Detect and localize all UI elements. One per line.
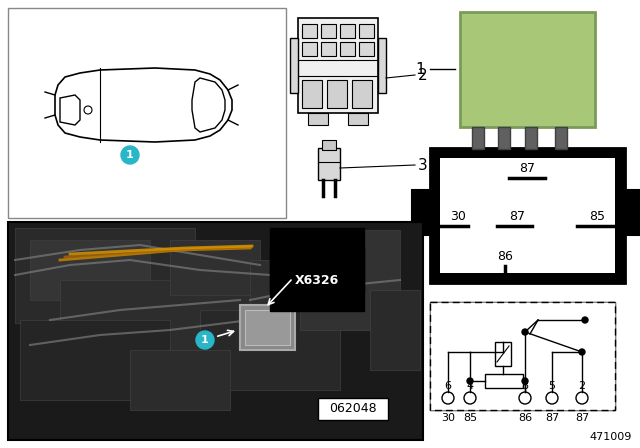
Bar [300, 230, 400, 330]
Bar [359, 24, 374, 38]
Text: 5: 5 [548, 381, 556, 391]
Text: 87: 87 [509, 210, 525, 223]
Bar [250, 260, 370, 330]
Text: 471009: 471009 [589, 432, 632, 442]
Text: 86: 86 [518, 413, 532, 423]
Bar [555, 127, 567, 149]
Bar [348, 113, 368, 125]
Circle shape [121, 146, 139, 164]
Bar [302, 42, 317, 56]
Bar [170, 240, 260, 295]
Circle shape [442, 392, 454, 404]
Bar [321, 24, 336, 38]
Bar [378, 38, 386, 93]
Text: 1: 1 [126, 150, 134, 160]
Bar [340, 24, 355, 38]
Bar [340, 42, 355, 56]
Bar [321, 42, 336, 56]
Text: 1: 1 [415, 61, 425, 77]
Circle shape [576, 392, 588, 404]
Circle shape [464, 392, 476, 404]
Bar [498, 127, 510, 149]
Bar [130, 350, 230, 410]
Bar [298, 18, 378, 113]
Circle shape [196, 331, 214, 349]
Bar [359, 42, 374, 56]
Text: 87: 87 [519, 161, 535, 175]
Bar [302, 80, 322, 108]
Bar [430, 148, 625, 283]
Text: 8: 8 [522, 381, 529, 391]
Polygon shape [60, 95, 80, 125]
Bar [318, 148, 340, 180]
Text: 85: 85 [589, 210, 605, 223]
Polygon shape [192, 78, 225, 132]
Circle shape [467, 378, 473, 384]
Text: 30: 30 [450, 210, 466, 223]
Bar [15, 228, 195, 323]
Bar [308, 113, 328, 125]
Text: K6326: K6326 [295, 254, 339, 267]
Bar [327, 80, 347, 108]
Bar [625, 190, 640, 235]
Text: 062048: 062048 [329, 402, 377, 415]
Bar [352, 80, 372, 108]
Text: 86: 86 [497, 250, 513, 263]
Bar [430, 302, 615, 410]
Text: 30: 30 [441, 413, 455, 423]
Text: X6326: X6326 [295, 273, 339, 287]
Text: 85: 85 [463, 413, 477, 423]
Text: 4: 4 [467, 381, 474, 391]
Bar [412, 190, 430, 235]
Bar [30, 240, 150, 300]
Circle shape [546, 392, 558, 404]
Bar [472, 127, 484, 149]
Circle shape [582, 317, 588, 323]
Bar [302, 24, 317, 38]
Polygon shape [55, 68, 232, 142]
Bar [525, 127, 537, 149]
Text: 3: 3 [418, 158, 428, 172]
Bar [430, 302, 615, 410]
Text: 87: 87 [575, 413, 589, 423]
Bar [495, 342, 511, 366]
Bar [485, 374, 523, 388]
Bar [370, 290, 420, 370]
Text: 2: 2 [579, 381, 586, 391]
Bar [322, 140, 336, 150]
Bar [240, 305, 295, 350]
Bar [8, 8, 286, 218]
Bar [245, 310, 290, 345]
Bar [60, 280, 260, 350]
Text: 6: 6 [445, 381, 451, 391]
Bar [200, 310, 340, 390]
Circle shape [579, 349, 585, 355]
Text: 1: 1 [201, 335, 209, 345]
Circle shape [522, 378, 528, 384]
Circle shape [522, 329, 528, 335]
Bar [20, 320, 170, 400]
Bar [460, 12, 595, 127]
Bar [290, 38, 298, 93]
Circle shape [519, 392, 531, 404]
Bar [8, 222, 423, 440]
Bar [318, 398, 388, 420]
Bar [440, 158, 615, 273]
Text: 87: 87 [545, 413, 559, 423]
Text: 2: 2 [418, 68, 428, 82]
